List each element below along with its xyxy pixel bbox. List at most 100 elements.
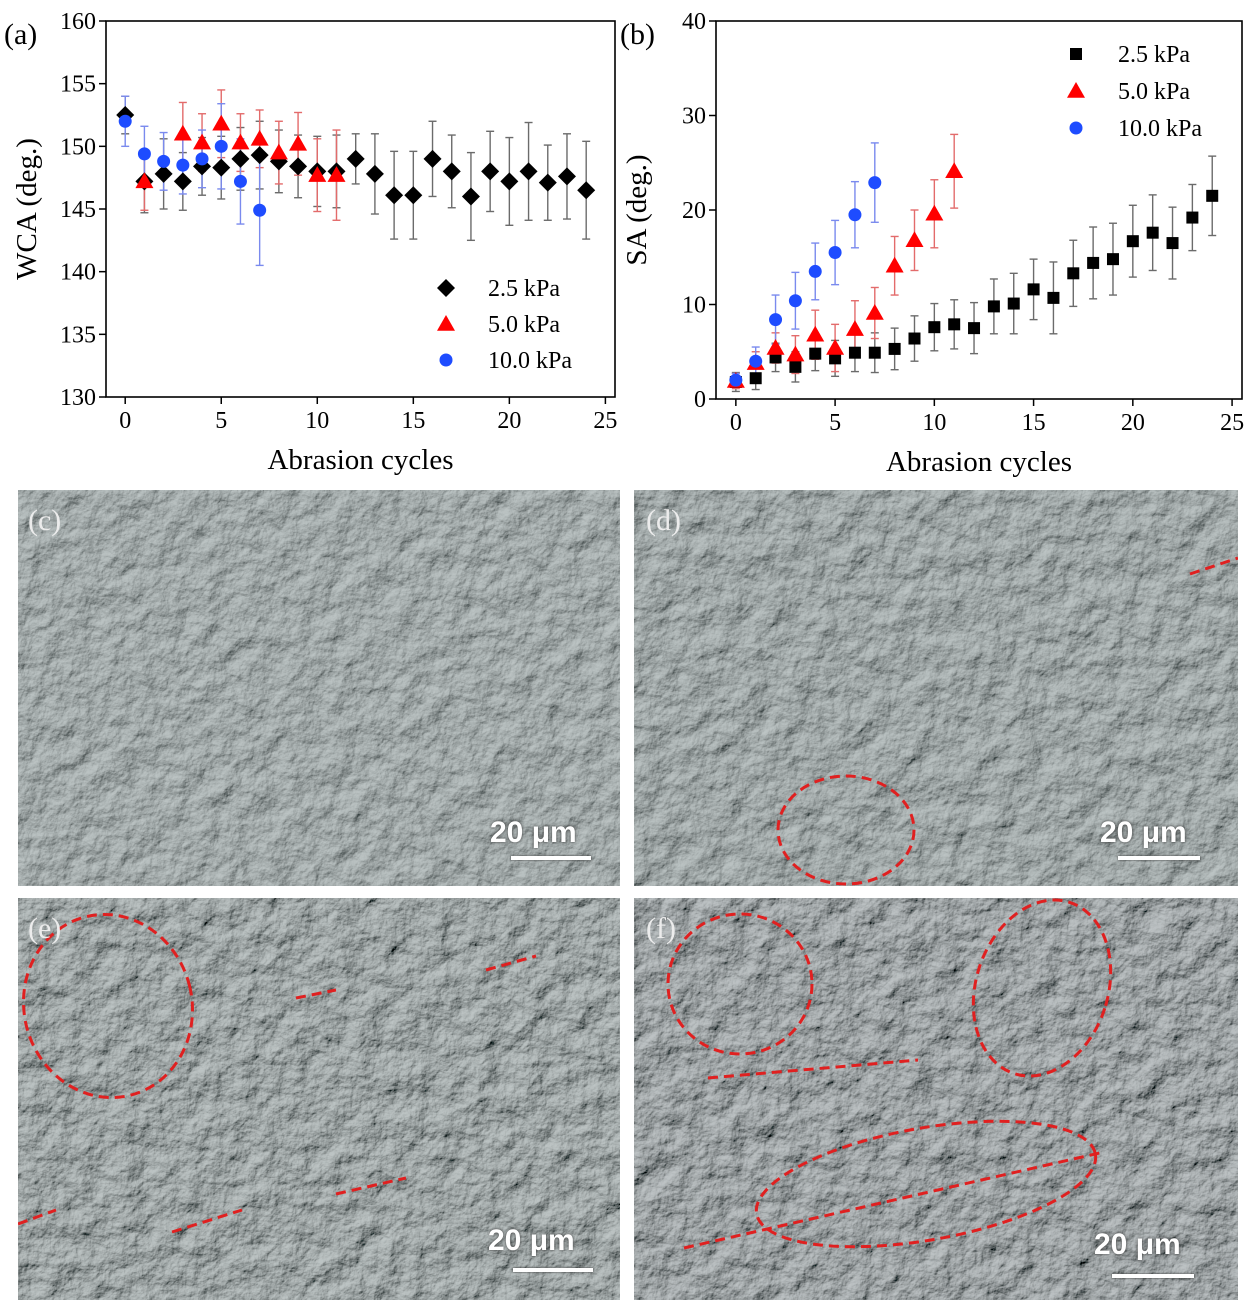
- data-point: [945, 162, 963, 178]
- x-tick-label: 15: [401, 408, 425, 434]
- legend: 2.5 kPa 5.0 kPa 10.0 kPa: [437, 276, 572, 374]
- data-point: [577, 181, 595, 199]
- data-point: [889, 343, 901, 355]
- series-1: [732, 156, 1216, 391]
- chart-b: 0 5 10 15 20 25 0 10 20 30 40 Abrasion cycles SA (de…: [612, 0, 1250, 485]
- data-point: [193, 134, 211, 150]
- data-point: [231, 134, 249, 150]
- data-point: [347, 150, 365, 168]
- legend: 2.5 kPa 5.0 kPa 10.0 kPa: [1067, 42, 1202, 142]
- data-point: [1186, 212, 1198, 224]
- data-point: [869, 347, 881, 359]
- sem-panel-e: (e) 20 μm: [18, 898, 620, 1300]
- x-tick-label: 20: [497, 408, 521, 434]
- y-tick-label: 155: [60, 72, 96, 98]
- data-point: [462, 187, 480, 205]
- data-point: [251, 130, 269, 146]
- data-point: [1206, 190, 1218, 202]
- sem-panel-f: (f) 20 μm: [634, 898, 1238, 1300]
- chart-a: 0 5 10 15 20 25 130 135 140 145 150 155 160 Abrasion …: [0, 0, 620, 485]
- scale-bar-e: [513, 1268, 593, 1272]
- data-point: [789, 361, 801, 373]
- data-point: [424, 150, 442, 168]
- data-point: [176, 159, 189, 172]
- y-tick-label: 150: [60, 134, 96, 160]
- sem-panel-d: (d) 20 μm: [634, 490, 1238, 886]
- data-point: [215, 140, 228, 153]
- scale-bar-d: [1118, 856, 1200, 860]
- data-point: [404, 186, 422, 204]
- sem-panel-c: (c) 20 μm: [18, 490, 620, 886]
- series-markers-2: [727, 162, 963, 388]
- data-point: [500, 172, 518, 190]
- data-point: [234, 175, 247, 188]
- data-point: [908, 333, 920, 345]
- data-point: [786, 346, 804, 362]
- y-tick-label: 130: [60, 385, 96, 411]
- x-tick-label: 15: [1022, 410, 1046, 436]
- panel-label-d: (d): [646, 504, 681, 538]
- y-tick-label: 160: [60, 9, 96, 35]
- x-tick-label: 20: [1121, 410, 1145, 436]
- y-tick-label: 140: [60, 260, 96, 286]
- y-tick-label: 40: [682, 9, 706, 35]
- panel-label: (b): [620, 18, 655, 51]
- data-point: [826, 339, 844, 355]
- series-markers-1: [730, 190, 1218, 388]
- x-tick-label: 5: [215, 408, 227, 434]
- data-point: [928, 321, 940, 333]
- data-point: [251, 146, 269, 164]
- y-tick-label: 145: [60, 197, 96, 223]
- data-point: [157, 155, 170, 168]
- data-point: [948, 318, 960, 330]
- data-point: [174, 125, 192, 141]
- panel-label-c: (c): [28, 504, 61, 538]
- data-point: [289, 157, 307, 175]
- data-point: [886, 257, 904, 273]
- scale-label-d: 20 μm: [1100, 816, 1187, 850]
- x-tick-label: 0: [119, 408, 131, 434]
- y-axis-label: WCA (deg.): [11, 138, 43, 280]
- data-point: [253, 204, 266, 217]
- data-point: [212, 159, 230, 177]
- data-point: [1127, 235, 1139, 247]
- legend-marker: [1070, 122, 1083, 135]
- data-point: [809, 265, 822, 278]
- data-point: [196, 152, 209, 165]
- y-tick-label: 10: [682, 293, 706, 319]
- legend-marker: [437, 315, 455, 331]
- data-point: [520, 162, 538, 180]
- data-point: [809, 348, 821, 360]
- data-point: [1008, 298, 1020, 310]
- data-point: [905, 231, 923, 247]
- data-point: [829, 246, 842, 259]
- data-point: [1067, 267, 1079, 279]
- legend-entry: 2.5 kPa: [1118, 42, 1190, 68]
- x-tick-label: 10: [305, 408, 329, 434]
- y-axis-label: SA (deg.): [621, 154, 653, 265]
- data-point: [925, 205, 943, 221]
- x-tick-label: 10: [922, 410, 946, 436]
- scale-bar-f: [1112, 1274, 1194, 1278]
- series-markers-3: [119, 115, 266, 217]
- series-2: [732, 134, 958, 388]
- panel-label: (a): [4, 18, 37, 51]
- scale-label-c: 20 μm: [490, 816, 577, 850]
- data-point: [1047, 292, 1059, 304]
- data-point: [212, 115, 230, 131]
- legend-entry: 10.0 kPa: [488, 348, 572, 374]
- data-point: [1087, 257, 1099, 269]
- series-1: [121, 96, 590, 240]
- data-point: [558, 167, 576, 185]
- data-point: [366, 165, 384, 183]
- data-point: [539, 174, 557, 192]
- y-tick-label: 30: [682, 104, 706, 130]
- data-point: [174, 172, 192, 190]
- x-tick-label: 5: [829, 410, 841, 436]
- data-point: [443, 162, 461, 180]
- legend-entry: 10.0 kPa: [1118, 116, 1202, 142]
- data-point: [806, 326, 824, 342]
- data-point: [866, 304, 884, 320]
- data-point: [231, 150, 249, 168]
- panel-label-e: (e): [28, 912, 61, 946]
